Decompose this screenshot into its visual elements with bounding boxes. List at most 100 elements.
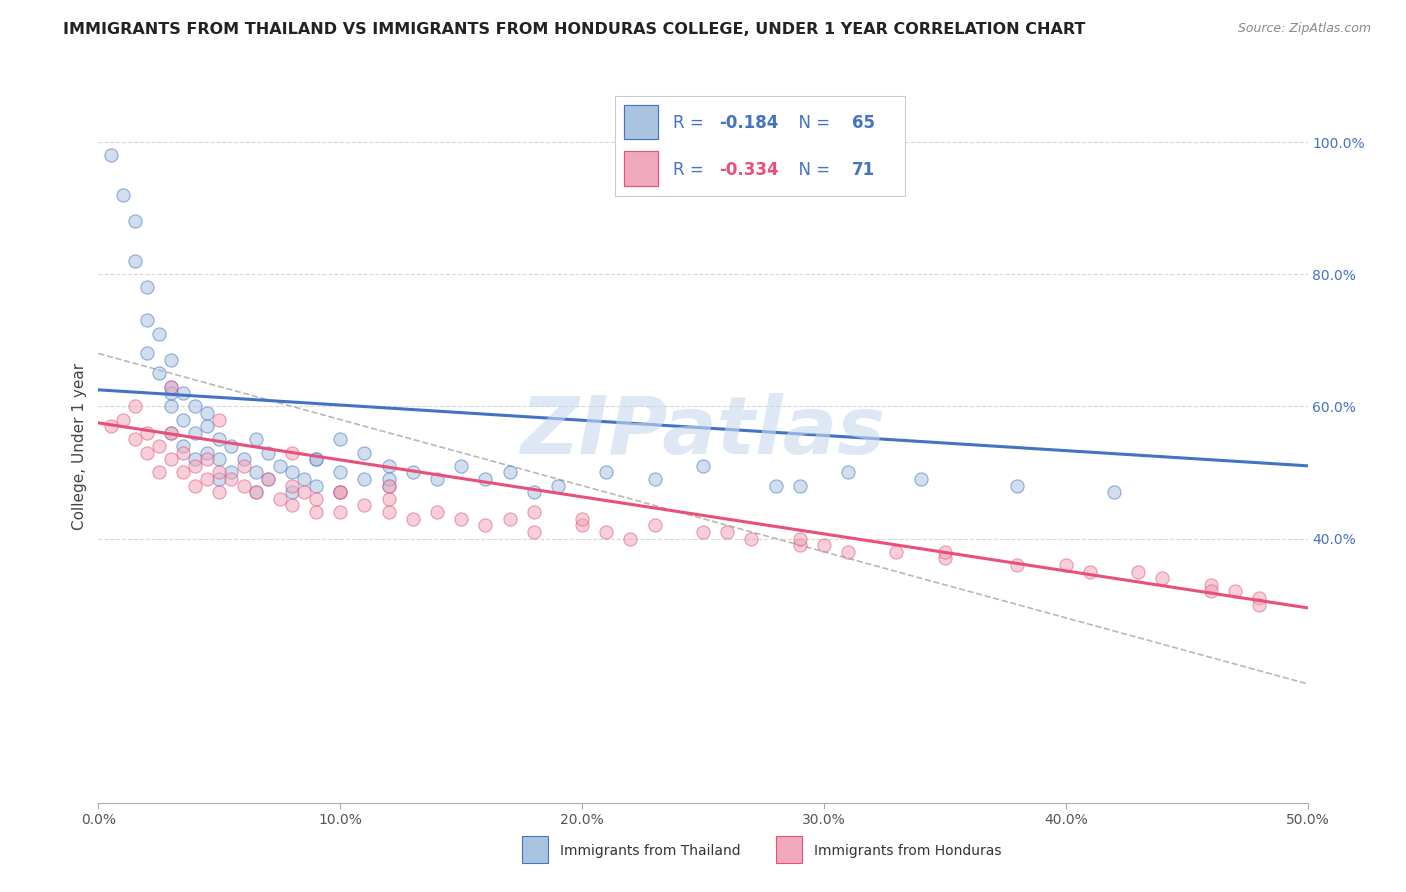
- Point: [377, 478, 399, 492]
- Point: [305, 478, 328, 492]
- Point: [523, 505, 546, 519]
- Point: [208, 485, 231, 500]
- Point: [148, 466, 170, 480]
- Point: [329, 433, 352, 447]
- Point: [789, 532, 811, 546]
- Point: [232, 478, 254, 492]
- Point: [160, 379, 183, 393]
- Point: [195, 452, 218, 467]
- FancyBboxPatch shape: [614, 96, 905, 196]
- Point: [837, 545, 859, 559]
- FancyBboxPatch shape: [624, 152, 658, 186]
- Point: [377, 472, 399, 486]
- Point: [377, 491, 399, 506]
- Point: [208, 472, 231, 486]
- Point: [195, 472, 218, 486]
- Point: [135, 346, 157, 360]
- Point: [269, 491, 291, 506]
- Point: [135, 445, 157, 459]
- Point: [305, 505, 328, 519]
- FancyBboxPatch shape: [624, 152, 658, 186]
- Point: [111, 412, 134, 426]
- Point: [256, 445, 278, 459]
- Point: [329, 505, 352, 519]
- Point: [1054, 558, 1077, 572]
- Point: [692, 458, 714, 473]
- Point: [245, 485, 267, 500]
- Point: [1199, 584, 1222, 599]
- Point: [195, 406, 218, 420]
- Point: [353, 472, 375, 486]
- Point: [426, 505, 449, 519]
- Point: [1249, 591, 1271, 605]
- Point: [184, 478, 207, 492]
- Point: [160, 425, 183, 440]
- Point: [789, 538, 811, 552]
- Point: [523, 485, 546, 500]
- Point: [1007, 558, 1029, 572]
- Point: [765, 478, 787, 492]
- FancyBboxPatch shape: [776, 837, 803, 863]
- Text: -0.334: -0.334: [718, 161, 779, 178]
- Point: [221, 439, 243, 453]
- Point: [1199, 578, 1222, 592]
- Point: [172, 466, 194, 480]
- Text: Source: ZipAtlas.com: Source: ZipAtlas.com: [1237, 22, 1371, 36]
- Point: [232, 458, 254, 473]
- Point: [100, 148, 122, 162]
- Point: [450, 511, 472, 525]
- Text: N =: N =: [787, 114, 835, 132]
- Point: [184, 400, 207, 414]
- Point: [595, 466, 617, 480]
- Point: [1249, 598, 1271, 612]
- Point: [232, 452, 254, 467]
- Point: [172, 386, 194, 401]
- Point: [498, 466, 520, 480]
- Point: [160, 353, 183, 368]
- Point: [1128, 565, 1150, 579]
- Point: [281, 445, 304, 459]
- Point: [1102, 485, 1125, 500]
- Text: Immigrants from Thailand: Immigrants from Thailand: [561, 844, 741, 857]
- Point: [148, 367, 170, 381]
- Point: [377, 505, 399, 519]
- Point: [886, 545, 908, 559]
- Point: [208, 452, 231, 467]
- Point: [148, 326, 170, 341]
- Point: [160, 386, 183, 401]
- Point: [160, 452, 183, 467]
- Point: [1078, 565, 1101, 579]
- Point: [281, 478, 304, 492]
- Point: [329, 485, 352, 500]
- Point: [329, 466, 352, 480]
- Point: [208, 433, 231, 447]
- Point: [571, 518, 593, 533]
- Point: [160, 425, 183, 440]
- Point: [221, 466, 243, 480]
- Point: [135, 313, 157, 327]
- Point: [329, 485, 352, 500]
- Point: [305, 452, 328, 467]
- Point: [269, 458, 291, 473]
- Point: [184, 425, 207, 440]
- Point: [1223, 584, 1246, 599]
- Point: [377, 458, 399, 473]
- Point: [172, 412, 194, 426]
- Point: [450, 458, 472, 473]
- Point: [124, 400, 146, 414]
- Point: [245, 485, 267, 500]
- Point: [934, 551, 956, 566]
- Point: [281, 485, 304, 500]
- FancyBboxPatch shape: [624, 105, 658, 139]
- Point: [305, 491, 328, 506]
- Point: [910, 472, 932, 486]
- Point: [135, 280, 157, 294]
- Point: [402, 511, 425, 525]
- Point: [1007, 478, 1029, 492]
- Text: 71: 71: [852, 161, 875, 178]
- Point: [221, 472, 243, 486]
- Point: [160, 400, 183, 414]
- Y-axis label: College, Under 1 year: College, Under 1 year: [72, 362, 87, 530]
- Point: [595, 524, 617, 539]
- FancyBboxPatch shape: [522, 837, 548, 863]
